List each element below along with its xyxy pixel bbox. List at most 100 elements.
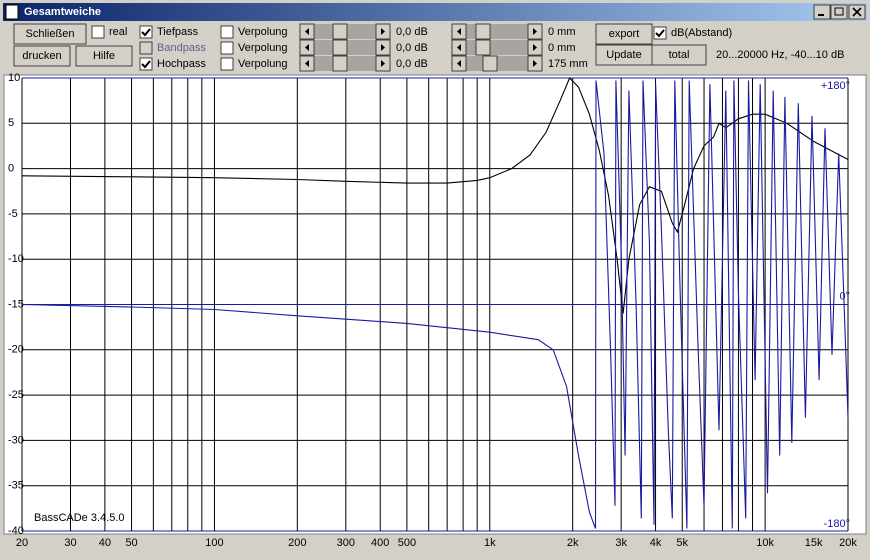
x-tick-label: 1k bbox=[484, 537, 496, 549]
y2-tick-label: -180° bbox=[824, 518, 850, 530]
x-tick-label: 400 bbox=[371, 537, 389, 549]
annotation: BassCADe 3.4.5.0 bbox=[34, 512, 125, 524]
arrow-glyph bbox=[457, 44, 461, 51]
close-glyph bbox=[852, 7, 862, 17]
y-tick-label: -35 bbox=[8, 480, 24, 492]
scroll-thumb[interactable] bbox=[332, 23, 348, 40]
checkbox-label: Hochpass bbox=[157, 58, 206, 70]
check-mark bbox=[141, 28, 151, 37]
y-tick-label: -15 bbox=[8, 298, 24, 310]
level-label: 0,0 dB bbox=[396, 42, 428, 54]
y-tick-label: 10 bbox=[8, 72, 20, 84]
checkbox-label: Verpolung bbox=[238, 58, 288, 70]
scroll-track[interactable] bbox=[452, 24, 542, 39]
y-tick-label: -10 bbox=[8, 253, 24, 265]
checkbox[interactable] bbox=[139, 25, 153, 39]
button[interactable] bbox=[651, 44, 707, 66]
arrow-glyph bbox=[533, 60, 537, 67]
scroll-thumb[interactable] bbox=[475, 39, 491, 56]
arrow-glyph bbox=[305, 44, 309, 51]
arrow-glyph bbox=[305, 28, 309, 35]
checkbox[interactable] bbox=[220, 41, 234, 55]
scroll-thumb[interactable] bbox=[332, 39, 348, 56]
checkbox-label: Tiefpass bbox=[157, 26, 199, 38]
button[interactable] bbox=[75, 45, 133, 67]
y-tick-label: 5 bbox=[8, 117, 14, 129]
button-label: Update bbox=[606, 49, 641, 61]
caption-buttons[interactable] bbox=[813, 4, 866, 20]
checkbox bbox=[139, 41, 153, 55]
maximize-glyph bbox=[834, 7, 844, 16]
x-tick-label: 300 bbox=[337, 537, 355, 549]
arrow-glyph bbox=[457, 60, 461, 67]
checkbox[interactable] bbox=[220, 25, 234, 39]
x-tick-label: 200 bbox=[288, 537, 306, 549]
y-tick-label: 0 bbox=[8, 163, 14, 175]
button-label: export bbox=[609, 28, 640, 40]
scroll-track[interactable] bbox=[452, 40, 542, 55]
scroll-thumb[interactable] bbox=[332, 55, 348, 72]
arrow-glyph bbox=[457, 28, 461, 35]
level-label: 0,0 dB bbox=[396, 26, 428, 38]
x-tick-label: 3k bbox=[615, 537, 627, 549]
maximize-button[interactable] bbox=[830, 4, 848, 20]
x-tick-label: 30 bbox=[64, 537, 76, 549]
x-tick-label: 50 bbox=[125, 537, 137, 549]
y-tick-label: -40 bbox=[8, 525, 24, 537]
checkbox[interactable] bbox=[220, 57, 234, 71]
scroll-thumb[interactable] bbox=[482, 55, 498, 72]
arrow-glyph bbox=[533, 28, 537, 35]
check-mark bbox=[655, 29, 665, 38]
x-tick-label: 4k bbox=[650, 537, 662, 549]
scrollbars[interactable] bbox=[299, 23, 543, 72]
x-tick-label: 5k bbox=[676, 537, 688, 549]
checkbox[interactable] bbox=[91, 25, 105, 39]
checkbox[interactable] bbox=[139, 57, 153, 71]
arrow-glyph bbox=[533, 44, 537, 51]
arrow-glyph bbox=[381, 60, 385, 67]
range-info: 20...20000 Hz, -40...10 dB bbox=[716, 49, 844, 61]
x-tick-label: 10k bbox=[756, 537, 774, 549]
title-bar bbox=[3, 3, 867, 21]
delay-label: 175 mm bbox=[548, 58, 588, 70]
scroll-thumb[interactable] bbox=[475, 23, 491, 40]
x-tick-label: 100 bbox=[205, 537, 223, 549]
button[interactable] bbox=[595, 23, 653, 45]
app-icon bbox=[5, 4, 19, 20]
button-label: Schließen bbox=[26, 28, 75, 40]
check-mark bbox=[141, 60, 151, 69]
x-tick-label: 40 bbox=[99, 537, 111, 549]
window-title: Gesamtweiche bbox=[24, 6, 101, 18]
level-label: 0,0 dB bbox=[396, 58, 428, 70]
y-tick-label: -5 bbox=[8, 208, 18, 220]
checkbox-label: Bandpass bbox=[157, 42, 206, 54]
checkbox-label: dB(Abstand) bbox=[671, 27, 732, 39]
button[interactable] bbox=[13, 23, 87, 45]
delay-label: 0 mm bbox=[548, 42, 576, 54]
x-tick-label: 15k bbox=[805, 537, 823, 549]
y-tick-label: -20 bbox=[8, 344, 24, 356]
checkbox[interactable] bbox=[653, 26, 667, 40]
x-tick-label: 2k bbox=[567, 537, 579, 549]
y-tick-label: -25 bbox=[8, 389, 24, 401]
delay-label: 0 mm bbox=[548, 26, 576, 38]
minimize-button[interactable] bbox=[813, 4, 831, 20]
y2-tick-label: 0° bbox=[839, 290, 850, 302]
x-tick-label: 20k bbox=[839, 537, 857, 549]
x-tick-label: 500 bbox=[398, 537, 416, 549]
arrow-glyph bbox=[381, 28, 385, 35]
arrow-glyph bbox=[381, 44, 385, 51]
button-label: total bbox=[669, 49, 690, 61]
checkbox-label: Verpolung bbox=[238, 26, 288, 38]
button-label: Hilfe bbox=[93, 50, 115, 62]
checkbox-label: real bbox=[109, 26, 127, 38]
x-tick-label: 20 bbox=[16, 537, 28, 549]
arrow-glyph bbox=[305, 60, 309, 67]
y2-tick-label: +180° bbox=[821, 80, 850, 92]
button[interactable] bbox=[13, 45, 71, 67]
series-line bbox=[21, 80, 849, 529]
y-tick-label: -30 bbox=[8, 434, 24, 446]
checkbox-label: Verpolung bbox=[238, 42, 288, 54]
button-label: drucken bbox=[22, 50, 61, 62]
